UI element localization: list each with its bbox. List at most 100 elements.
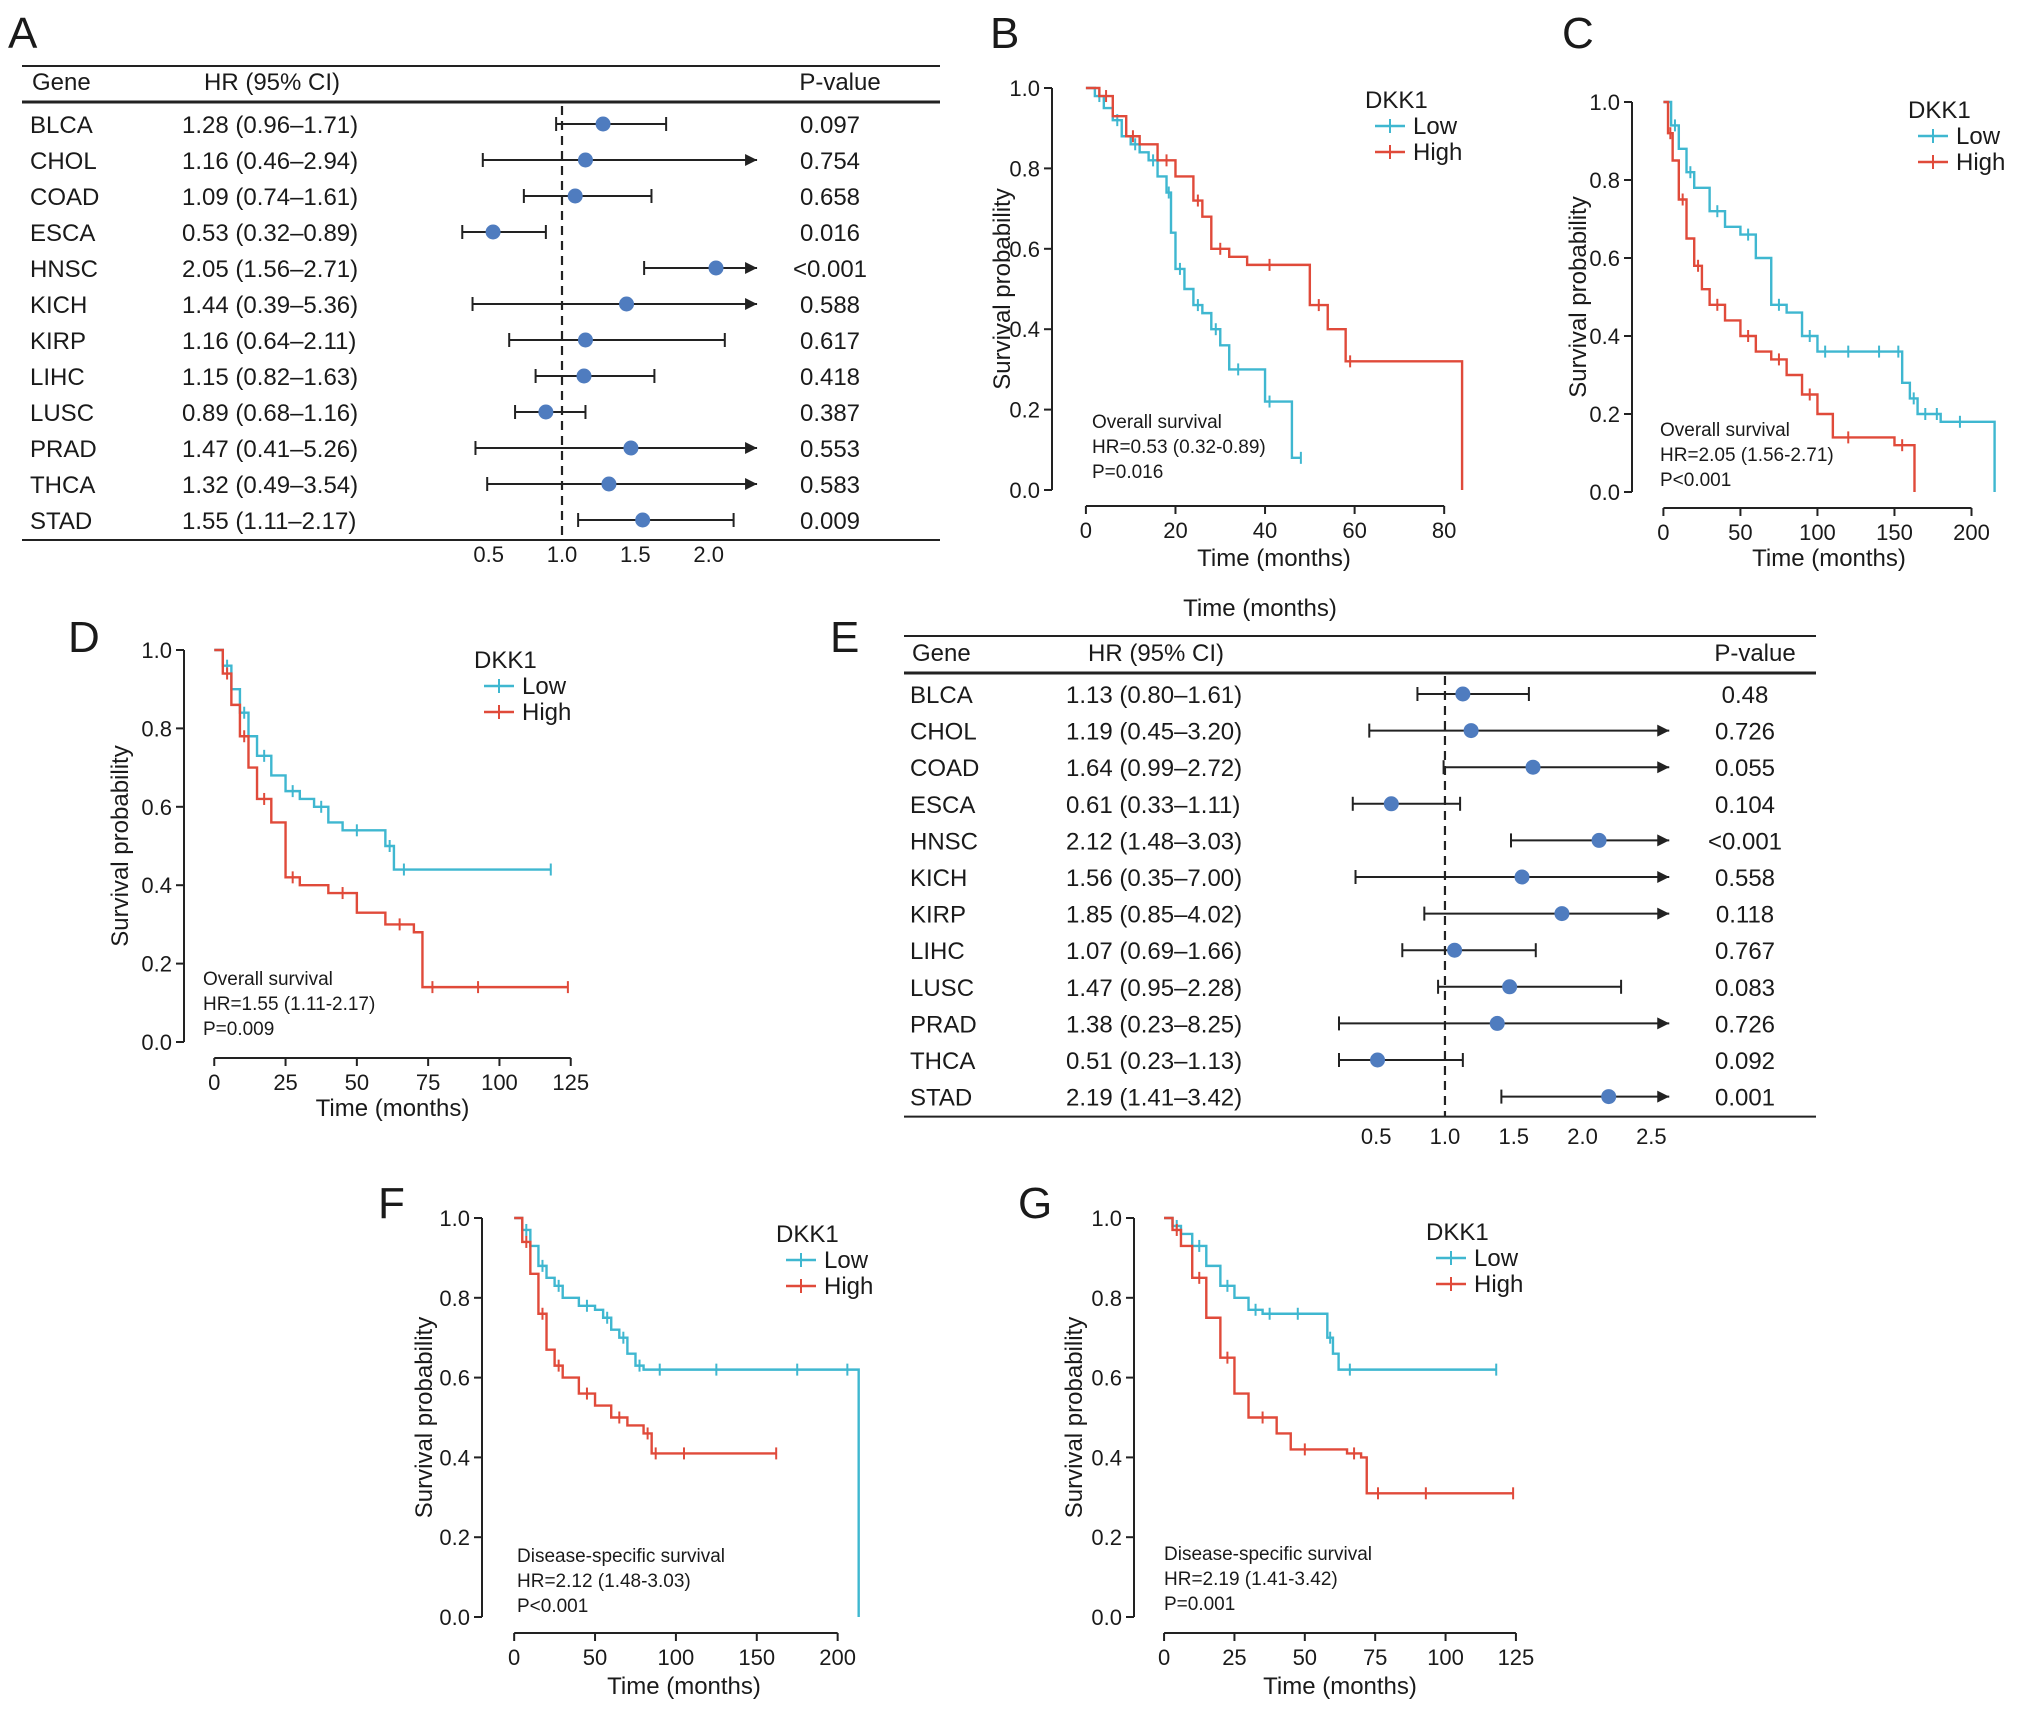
row-hr: 0.53 (0.32–0.89) <box>182 220 358 247</box>
row-gene: HNSC <box>30 256 98 283</box>
y-tick-label: 0.2 <box>1091 1525 1122 1550</box>
row-pvalue: 0.092 <box>1715 1048 1775 1075</box>
ci-arrow <box>1657 907 1670 920</box>
y-tick-label: 0.8 <box>1091 1286 1122 1311</box>
row-pvalue: 0.658 <box>800 184 860 211</box>
y-tick-label: 0.4 <box>1009 317 1040 342</box>
table-row: LIHC 1.15 (0.82–1.63) 0.418 <box>30 364 860 391</box>
y-axis-title: Survival probability <box>1061 1317 1088 1518</box>
header-gene: Gene <box>912 640 971 667</box>
x-tick-label: 50 <box>583 1645 607 1670</box>
hr-point <box>1502 979 1518 995</box>
km-curve-high <box>1663 100 1916 492</box>
y-tick-label: 1.0 <box>1091 1206 1122 1231</box>
row-pvalue: 0.558 <box>1715 865 1775 892</box>
table-row: KICH 1.44 (0.39–5.36) 0.588 <box>30 292 860 319</box>
y-tick-label: 0.4 <box>141 873 172 898</box>
y-tick-label: 0.0 <box>1589 480 1620 505</box>
hr-point <box>577 152 593 168</box>
y-tick-label: 0.6 <box>141 795 172 820</box>
annotation-line: Disease-specific survival <box>1164 1544 1372 1565</box>
row-gene: COAD <box>910 755 979 782</box>
row-hr: 1.47 (0.95–2.28) <box>1066 975 1242 1002</box>
km-curve-low <box>514 1216 860 1617</box>
row-pvalue: 0.726 <box>1715 719 1775 746</box>
legend-item-high: High <box>1956 149 2005 176</box>
y-tick-label: 0.6 <box>439 1366 470 1391</box>
row-pvalue: 0.553 <box>800 436 860 463</box>
x-tick-label: 1.0 <box>1430 1124 1461 1149</box>
hr-point <box>1554 906 1570 922</box>
row-hr: 1.07 (0.69–1.66) <box>1066 938 1242 965</box>
legend-title: DKK1 <box>474 647 537 674</box>
row-gene: HNSC <box>910 828 978 855</box>
y-tick-label: 1.0 <box>141 638 172 663</box>
km-curve-low <box>1164 1216 1497 1371</box>
x-tick-label: 0.5 <box>473 542 504 567</box>
x-tick-label: 75 <box>1363 1645 1387 1670</box>
ci-arrow <box>745 478 758 490</box>
hr-point <box>1455 686 1471 702</box>
row-hr: 1.64 (0.99–2.72) <box>1066 755 1242 782</box>
km-curve-high <box>514 1216 777 1455</box>
x-axis-title: Time (months) <box>316 1095 470 1122</box>
km-panel-f: F 0 50 100 150 200 0.0 0.2 0.4 0.6 0.8 1.0 Time (mon… <box>378 1179 873 1700</box>
x-tick-label: 2.0 <box>1567 1124 1598 1149</box>
legend-item-low: Low <box>1474 1245 1519 1272</box>
row-pvalue: 0.726 <box>1715 1011 1775 1038</box>
row-pvalue: 0.588 <box>800 292 860 319</box>
annotation-line: P=0.016 <box>1092 462 1163 483</box>
x-tick-label: 25 <box>273 1070 297 1095</box>
x-tick-label: 100 <box>1799 520 1836 545</box>
ci-arrow <box>1657 724 1670 737</box>
x-tick-label: 20 <box>1163 518 1187 543</box>
km-curve-high <box>214 648 568 989</box>
x-tick-label: 200 <box>819 1645 856 1670</box>
row-gene: THCA <box>30 472 95 499</box>
hr-point <box>577 332 593 348</box>
row-pvalue: 0.055 <box>1715 755 1775 782</box>
row-hr: 1.32 (0.49–3.54) <box>182 472 358 499</box>
row-gene: KIRP <box>30 328 86 355</box>
table-row: ESCA 0.61 (0.33–1.11) 0.104 <box>910 792 1775 819</box>
ci-arrow <box>745 442 758 454</box>
y-axis-title: Survival probability <box>411 1317 438 1518</box>
y-tick-label: 0.4 <box>439 1445 470 1470</box>
table-row: BLCA 1.28 (0.96–1.71) 0.097 <box>30 112 860 139</box>
hr-point <box>1489 1015 1505 1031</box>
row-gene: THCA <box>910 1048 975 1075</box>
km-panel-b: B 0 20 40 60 80 0.0 0.2 0.4 0.6 0.8 1.0 Time (months… <box>989 9 1464 572</box>
x-axis-title: Time (months) <box>607 1673 761 1700</box>
annotation-line: P<0.001 <box>1660 470 1731 491</box>
table-row: CHOL 1.16 (0.46–2.94) 0.754 <box>30 148 860 175</box>
y-axis-title: Survival probability <box>107 745 134 946</box>
hr-point <box>576 368 592 384</box>
row-gene: STAD <box>30 508 92 535</box>
annotation-line: Disease-specific survival <box>517 1546 725 1567</box>
row-hr: 0.51 (0.23–1.13) <box>1066 1048 1242 1075</box>
table-row: KIRP 1.85 (0.85–4.02) 0.118 <box>910 902 1774 929</box>
row-pvalue: 0.118 <box>1716 902 1774 929</box>
km-curve-high <box>1085 86 1464 490</box>
km-panel-d: D 0 25 50 75 100 125 0.0 0.2 0.4 0.6 0.8 1.0 Time (mo… <box>68 613 589 1122</box>
x-tick-label: 100 <box>1427 1645 1464 1670</box>
y-tick-label: 0.4 <box>1589 324 1620 349</box>
annotation-line: P=0.001 <box>1164 1594 1235 1615</box>
row-gene: ESCA <box>30 220 95 247</box>
x-tick-label: 125 <box>1498 1645 1535 1670</box>
x-tick-label: 0 <box>1158 1645 1170 1670</box>
table-row: BLCA 1.13 (0.80–1.61) 0.48 <box>910 682 1768 709</box>
ci-arrow <box>1657 761 1670 774</box>
legend-title: DKK1 <box>1426 1219 1489 1246</box>
panel-label: D <box>68 613 100 662</box>
legend-item-low: Low <box>824 1247 869 1274</box>
row-gene: KICH <box>30 292 87 319</box>
x-tick-label: 100 <box>658 1645 695 1670</box>
row-hr: 1.55 (1.11–2.17) <box>182 508 356 535</box>
row-hr: 2.05 (1.56–2.71) <box>182 256 358 283</box>
annotation-line: Overall survival <box>203 969 333 990</box>
